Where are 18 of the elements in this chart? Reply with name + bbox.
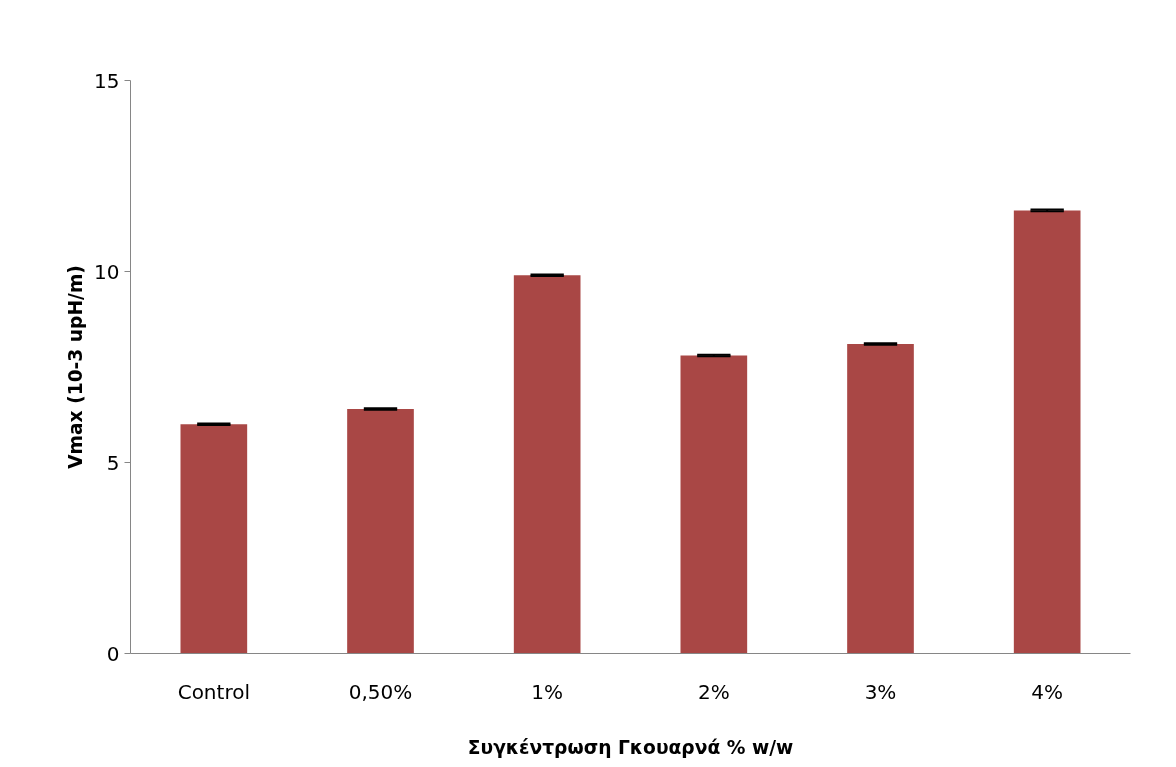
- bar: [513, 275, 581, 654]
- x-tick-label: 4%: [1031, 679, 1064, 704]
- bar: [180, 424, 248, 654]
- y-axis-title: Vmax (10-3 upH/m): [65, 265, 87, 469]
- y-tick-label: 10: [94, 259, 120, 284]
- bar: [1013, 210, 1081, 654]
- y-tick-label: 5: [106, 450, 120, 475]
- x-tick-label: 0,50%: [348, 679, 413, 704]
- bar: [680, 355, 748, 654]
- y-tick-label: 15: [94, 68, 120, 93]
- x-tick-label: 1%: [531, 679, 564, 704]
- bar: [847, 344, 914, 654]
- bar: [347, 409, 414, 654]
- x-tick-label: Control: [177, 679, 250, 704]
- x-tick-label: 2%: [697, 679, 730, 704]
- x-axis-title: Συγκέντρωση Γκουαρνά % w/w: [467, 736, 794, 758]
- x-tick-label: 3%: [864, 679, 897, 704]
- y-tick-label: 0: [106, 641, 120, 666]
